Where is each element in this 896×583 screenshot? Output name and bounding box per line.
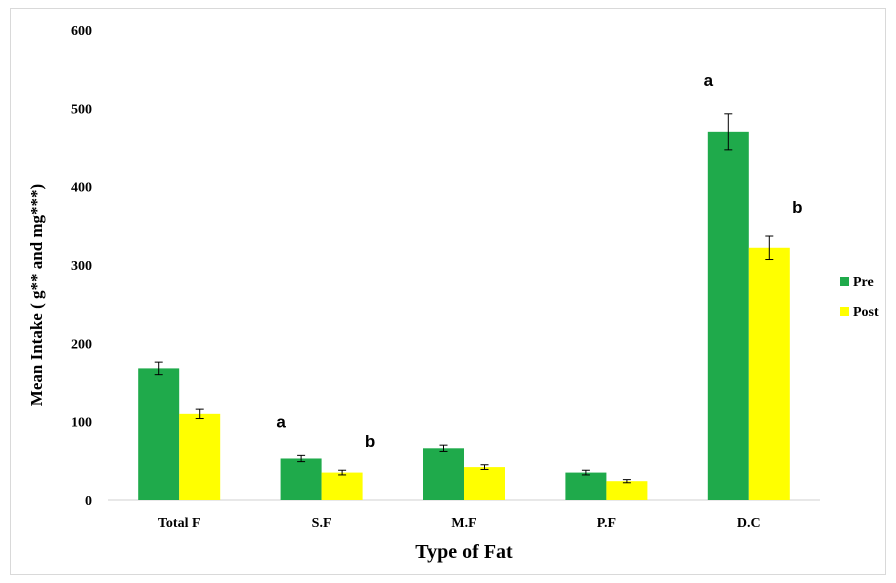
error-bar	[622, 479, 631, 484]
y-tick-label: 100	[71, 416, 92, 431]
x-axis-ticks: Total F S.F M.F P.F D.C	[158, 516, 761, 531]
x-tick-label: D.C	[737, 516, 761, 531]
error-bar	[480, 464, 489, 470]
bar-pre-total-f	[138, 368, 180, 500]
y-tick-label: 200	[71, 337, 92, 352]
significance-label: a	[276, 412, 286, 431]
legend-item-pre: Pre	[840, 275, 874, 290]
error-bar	[195, 408, 204, 420]
bar-post-d-c	[748, 247, 790, 500]
significance-label: a	[704, 71, 714, 90]
error-bars	[154, 113, 774, 484]
bar-post-m-f	[464, 467, 505, 500]
x-tick-label: M.F	[451, 516, 476, 531]
significance-label: b	[365, 432, 375, 451]
x-axis-title: Type of Fat	[415, 541, 513, 563]
legend-label: Post	[853, 305, 879, 320]
y-axis-ticks: 0 100 200 300 400 500 600	[71, 24, 92, 509]
bars	[138, 131, 790, 501]
bar-pre-m-f	[423, 448, 464, 500]
error-bar	[439, 444, 448, 452]
y-tick-label: 300	[71, 259, 92, 274]
y-tick-label: 600	[71, 24, 92, 39]
y-tick-label: 500	[71, 102, 92, 117]
bar-post-s-f	[321, 472, 363, 500]
legend-item-post: Post	[840, 305, 879, 320]
y-tick-label: 400	[71, 181, 92, 196]
legend-swatch	[840, 307, 849, 316]
significance-label: b	[792, 198, 802, 217]
error-bar	[581, 469, 590, 476]
x-tick-label: S.F	[312, 516, 332, 531]
y-axis-title: Mean Intake ( g** and mg***)	[27, 184, 46, 406]
error-bar	[154, 361, 163, 376]
bar-post-p-f	[606, 481, 648, 500]
error-bar	[297, 454, 306, 463]
bar-pre-p-f	[565, 472, 607, 500]
x-tick-label: P.F	[597, 516, 616, 531]
legend: Pre Post	[840, 275, 879, 320]
bar-pre-d-c	[707, 131, 749, 501]
error-bar	[724, 113, 733, 151]
y-tick-label: 0	[85, 494, 92, 509]
x-tick-label: Total F	[158, 516, 201, 531]
bar-pre-s-f	[280, 458, 322, 500]
error-bar	[338, 469, 347, 476]
significance-labels: a b a b	[276, 71, 802, 451]
legend-label: Pre	[853, 275, 874, 290]
legend-swatch	[840, 277, 849, 286]
bar-post-total-f	[179, 413, 221, 500]
error-bar	[765, 235, 774, 261]
